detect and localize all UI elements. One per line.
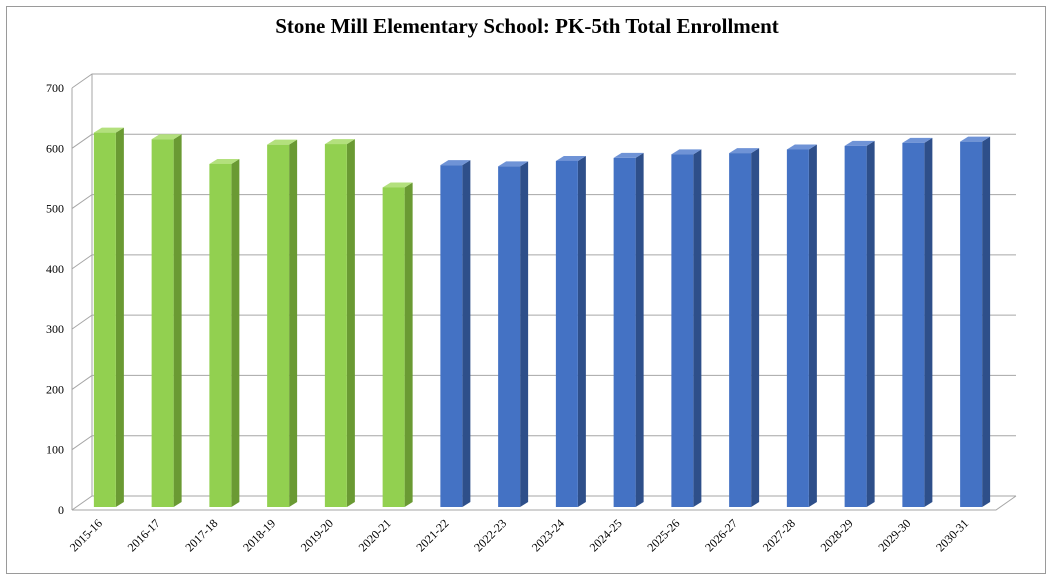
bar-side bbox=[808, 144, 817, 507]
axes bbox=[71, 74, 1017, 511]
x-tick-label: 2015-16 bbox=[67, 516, 105, 554]
x-tick-label: 2030-31 bbox=[933, 516, 971, 554]
y-tick-label: 100 bbox=[46, 443, 64, 457]
bar-top bbox=[382, 182, 413, 188]
bar-top bbox=[671, 149, 702, 155]
bar-front bbox=[902, 142, 925, 508]
bar-top bbox=[729, 148, 760, 154]
x-tick-label: 2022-23 bbox=[471, 516, 509, 554]
bar-side bbox=[520, 161, 529, 507]
bar-top bbox=[902, 137, 933, 143]
y-tick-label: 300 bbox=[46, 322, 64, 336]
x-tick-label: 2025-26 bbox=[644, 516, 682, 554]
bar-side bbox=[346, 139, 355, 507]
y-tick-label: 400 bbox=[46, 262, 64, 276]
chart-title: Stone Mill Elementary School: PK-5th Tot… bbox=[275, 14, 779, 38]
bar-front bbox=[555, 160, 578, 507]
x-tick-label: 2029-30 bbox=[875, 516, 913, 554]
bar-2029-30 bbox=[902, 137, 933, 508]
bar-2024-25 bbox=[613, 152, 644, 507]
y-tick-label: 600 bbox=[46, 141, 64, 155]
gridline bbox=[71, 73, 1016, 89]
bar-top bbox=[613, 152, 644, 158]
bar-2025-26 bbox=[671, 149, 702, 508]
bar-2017-18 bbox=[209, 158, 240, 507]
bar-2018-19 bbox=[267, 139, 298, 507]
bar-front bbox=[209, 163, 232, 507]
bar-2027-28 bbox=[786, 144, 817, 507]
x-tick-label: 2026-27 bbox=[702, 516, 740, 554]
bar-front bbox=[671, 154, 694, 508]
bar-front bbox=[440, 165, 463, 507]
bar-2023-24 bbox=[555, 155, 586, 507]
bar-top bbox=[209, 158, 240, 164]
bar-2030-31 bbox=[960, 136, 991, 507]
x-tick-label: 2020-21 bbox=[356, 516, 394, 554]
bar-side bbox=[577, 155, 586, 507]
bar-side bbox=[693, 149, 702, 508]
x-tick-label: 2028-29 bbox=[818, 516, 856, 554]
bar-side bbox=[231, 158, 240, 507]
bar-side bbox=[462, 160, 471, 507]
bar-top bbox=[786, 144, 817, 150]
bar-front bbox=[267, 144, 290, 507]
bar-2016-17 bbox=[151, 134, 182, 507]
bar-2015-16 bbox=[93, 127, 124, 508]
bar-2019-20 bbox=[324, 139, 355, 507]
x-tick-label: 2019-20 bbox=[298, 516, 336, 554]
bar-side bbox=[404, 182, 413, 507]
bar-side bbox=[924, 137, 933, 508]
bar-top bbox=[960, 136, 991, 142]
bar-2028-29 bbox=[844, 140, 875, 508]
bar-side bbox=[115, 127, 124, 508]
bar-front bbox=[729, 153, 752, 507]
bar-side bbox=[173, 134, 182, 507]
bar-side bbox=[751, 148, 760, 507]
bar-2026-27 bbox=[729, 148, 760, 507]
bar-side bbox=[982, 136, 991, 507]
bar-side bbox=[866, 140, 875, 508]
bar-top bbox=[555, 155, 586, 161]
bar-2021-22 bbox=[440, 160, 471, 507]
bar-top bbox=[151, 134, 182, 140]
y-tick-label: 0 bbox=[58, 503, 64, 517]
bar-top bbox=[324, 139, 355, 145]
bar-top bbox=[844, 140, 875, 146]
y-axis-ticks: 0 100 200 300 400 500 600 700 bbox=[46, 81, 64, 517]
bar-side bbox=[289, 139, 298, 507]
bar-front bbox=[324, 144, 347, 507]
bar-top bbox=[498, 161, 529, 167]
x-tick-label: 2018-19 bbox=[240, 516, 278, 554]
bar-front bbox=[613, 157, 636, 507]
x-tick-label: 2027-28 bbox=[760, 516, 798, 554]
x-axis-ticks: 2015-16 2016-17 2017-18 2018-19 2019-20 2020-… bbox=[67, 516, 971, 554]
bar-front bbox=[93, 132, 116, 507]
y-tick-label: 700 bbox=[46, 81, 64, 95]
bar-top bbox=[267, 139, 298, 145]
bars bbox=[93, 127, 991, 508]
bar-top bbox=[440, 160, 471, 166]
x-tick-label: 2017-18 bbox=[182, 516, 220, 554]
floor-edge bbox=[72, 495, 1017, 511]
bar-front bbox=[498, 166, 521, 507]
bar-top bbox=[93, 127, 124, 133]
bar-side bbox=[635, 152, 644, 507]
bar-front bbox=[382, 187, 405, 507]
y-tick-label: 200 bbox=[46, 382, 64, 396]
x-tick-label: 2024-25 bbox=[587, 516, 625, 554]
bar-2022-23 bbox=[498, 161, 529, 507]
y-tick-label: 500 bbox=[46, 202, 64, 216]
bar-front bbox=[960, 141, 983, 507]
x-tick-label: 2021-22 bbox=[413, 516, 451, 554]
bar-front bbox=[844, 145, 867, 508]
bar-front bbox=[786, 149, 809, 507]
bar-2020-21 bbox=[382, 182, 413, 507]
bar-front bbox=[151, 139, 174, 507]
x-tick-label: 2016-17 bbox=[125, 516, 163, 554]
x-tick-label: 2023-24 bbox=[529, 516, 567, 554]
